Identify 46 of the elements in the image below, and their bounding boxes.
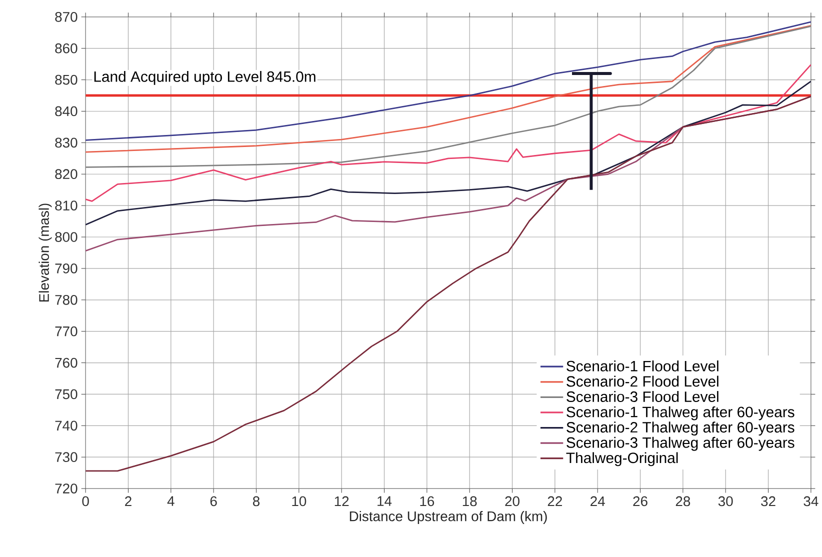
y-tick-label: 800 [55,232,78,242]
x-tick-label: 12 [334,496,349,506]
x-tick-label: 24 [590,496,605,506]
y-tick-label: 720 [55,484,78,494]
y-tick-label: 850 [55,74,78,85]
legend-label: Scenario-2 Flood Level [566,376,718,387]
line-series [86,96,811,472]
y-tick-label: 830 [55,138,78,148]
x-tick-label: 10 [292,496,306,506]
legend-label: Scenario-1 Thalweg after 60-years [566,406,794,420]
legend-label: Scenario-3 Flood Level [566,390,718,402]
ref-line-label: Land Acquired upto Level 845.0m [94,70,316,85]
y-tick-label: 780 [55,294,78,305]
y-tick-label: 730 [55,452,78,462]
line-series [86,64,811,202]
x-tick-label: 28 [676,496,690,506]
x-tick-label: 18 [462,496,477,506]
y-tick-label: 790 [55,263,78,274]
legend-label: Thalweg-Original [566,452,678,466]
x-tick-label: 26 [633,496,648,506]
y-tick-label: 810 [55,200,78,210]
x-tick-label: 0 [82,496,89,506]
y-tick-label: 750 [55,389,78,400]
y-tick-label: 770 [55,326,78,336]
y-tick-label: 820 [55,169,78,179]
y-tick-label: 760 [55,358,78,368]
y-tick-label: 870 [55,12,78,22]
x-tick-label: 20 [505,496,520,506]
x-tick-label: 16 [420,496,434,506]
y-tick-label: 840 [55,106,78,116]
x-tick-label: 32 [761,496,776,506]
legend-label: Scenario-1 Flood Level [566,360,718,372]
x-tick-label: 22 [548,496,562,506]
x-tick-label: 8 [252,496,260,506]
x-tick-label: 6 [210,496,217,506]
legend-label: Scenario-3 Thalweg after 60-years [566,436,794,451]
x-tick-label: 34 [804,496,818,506]
legend-label: Scenario-2 Thalweg after 60-years [566,422,794,436]
y-tick-label: 740 [55,420,78,431]
x-tick-label: 14 [378,496,392,506]
x-tick-label: 2 [125,496,132,506]
x-axis-title: Distance Upstream of Dam (km) [350,510,547,524]
x-tick-label: 30 [718,496,733,506]
x-tick-label: 4 [167,496,174,506]
y-tick-label: 860 [55,43,78,54]
y-axis-title: Elevation (masl) [38,204,52,302]
